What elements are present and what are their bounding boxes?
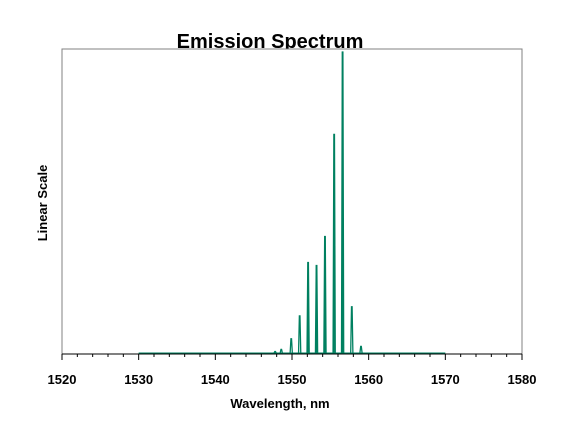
spectrum-peak: [273, 350, 277, 354]
spectrum-peak: [359, 345, 363, 354]
x-tick-label: 1580: [508, 372, 537, 387]
spectrum-peak: [350, 306, 354, 354]
spectrum-peak: [297, 315, 302, 354]
x-axis-label: Wavelength, nm: [230, 396, 329, 411]
series-layer: [273, 51, 363, 354]
y-axis-label: Linear Scale: [35, 165, 50, 242]
chart-title: Emission Spectrum: [177, 31, 364, 53]
spectrum-peak: [279, 348, 284, 354]
x-tick-label: 1570: [431, 372, 460, 387]
spectrum-peak: [289, 338, 293, 354]
plot-area: [61, 48, 523, 355]
tick-layer: 1520 1530 1540 1550 1560 1570 1580: [48, 354, 537, 387]
x-tick-label: 1550: [278, 372, 307, 387]
x-tick-label: 1540: [201, 372, 230, 387]
x-tick-label: 1530: [124, 372, 153, 387]
x-tick-label: 1520: [48, 372, 77, 387]
x-tick-label: 1560: [354, 372, 383, 387]
